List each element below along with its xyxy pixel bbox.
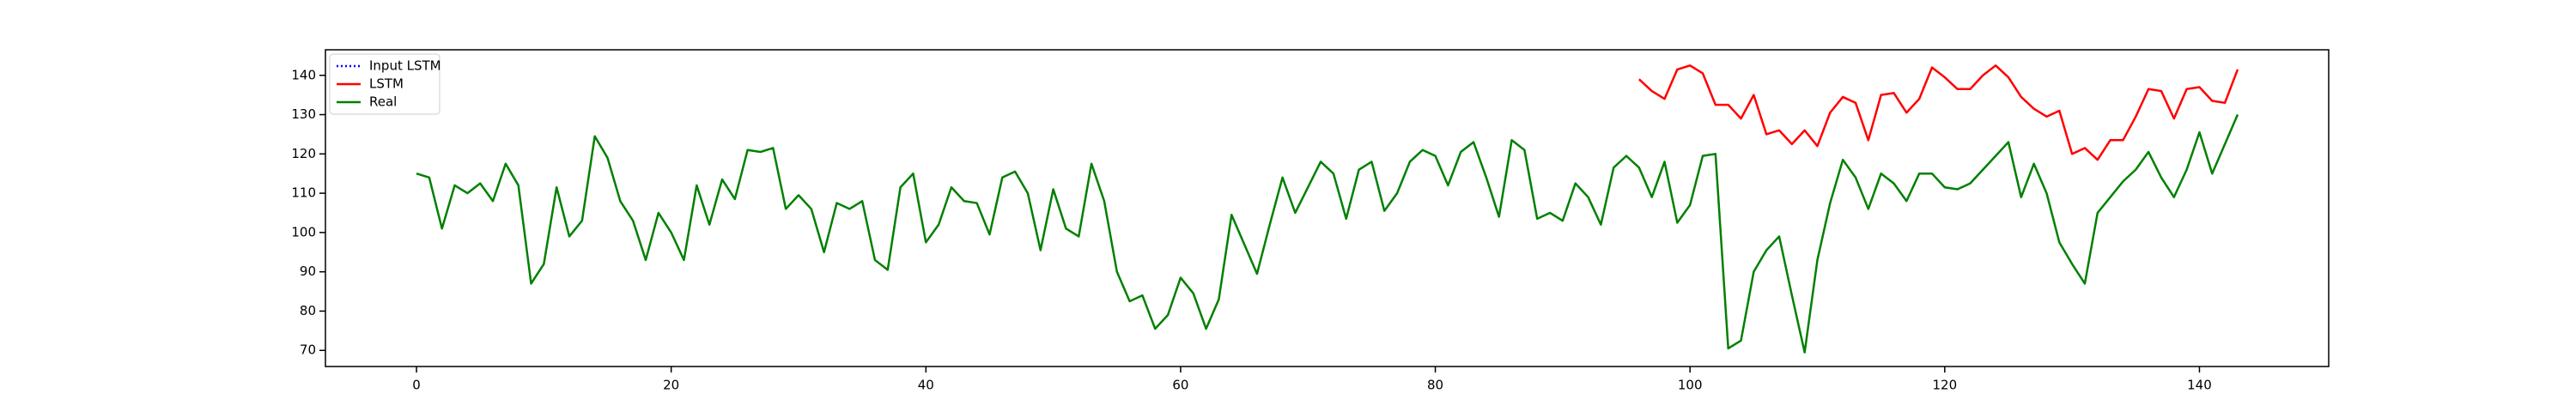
legend-box	[329, 53, 440, 115]
x-tick-label: 20	[663, 378, 679, 393]
x-tick-label: 100	[1678, 378, 1703, 393]
x-tick-label: 60	[1172, 378, 1188, 393]
x-tick-label: 120	[1933, 378, 1958, 393]
y-tick-label: 140	[291, 67, 316, 82]
y-tick-label: 90	[300, 264, 316, 279]
series-line	[1638, 64, 2239, 161]
legend-label: Real	[369, 94, 397, 110]
y-tick-label: 70	[300, 342, 316, 358]
x-tick-label: 40	[918, 378, 934, 393]
y-tick-label: 100	[291, 224, 316, 239]
y-tick-label: 80	[300, 303, 316, 318]
x-tick-label: 80	[1427, 378, 1443, 393]
series-line	[416, 114, 2239, 354]
y-tick-label: 110	[291, 185, 316, 201]
x-tick-label: 0	[412, 378, 421, 393]
y-tick-label: 130	[291, 106, 316, 122]
x-tick-label: 140	[2187, 378, 2212, 393]
legend-label: LSTM	[369, 76, 404, 92]
y-tick-label: 120	[291, 146, 316, 161]
legend-label: Input LSTM	[369, 58, 441, 74]
axes-frame	[325, 49, 2330, 367]
